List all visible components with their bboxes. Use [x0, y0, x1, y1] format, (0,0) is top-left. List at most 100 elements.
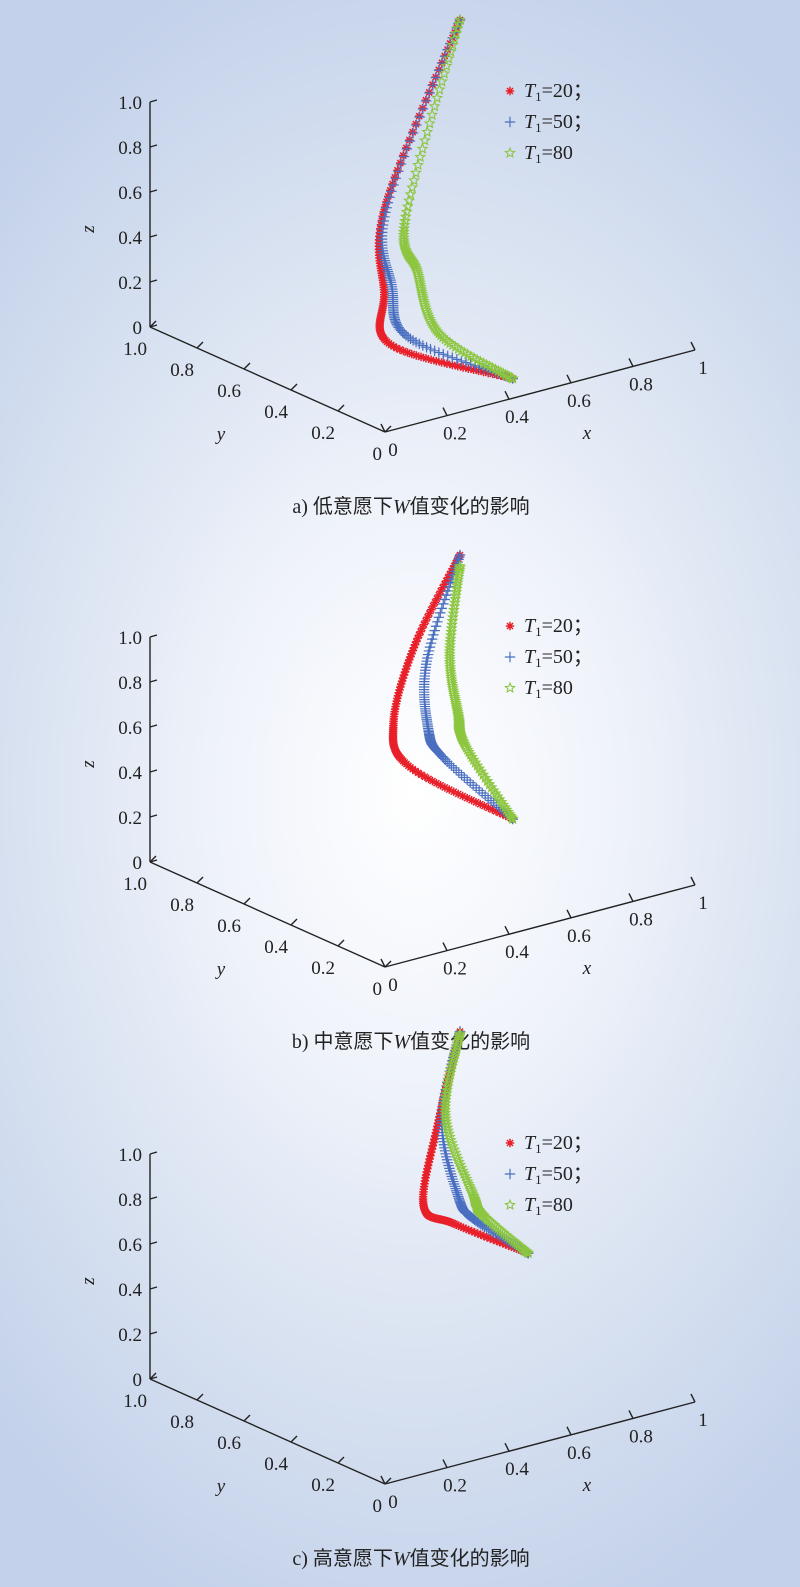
- data-point: [458, 791, 467, 801]
- data-point: [437, 358, 446, 367]
- z-tick: [149, 1331, 158, 1335]
- data-point: [440, 1118, 453, 1130]
- data-point: [464, 364, 473, 373]
- legend-entry: T1=80: [524, 677, 573, 701]
- x-tick-label: 0.4: [505, 1459, 529, 1480]
- data-point: [407, 649, 416, 658]
- z-tick-label: 0.4: [118, 228, 142, 249]
- data-point: [454, 551, 465, 563]
- data-point: [382, 197, 394, 208]
- y-axis-label: y: [215, 959, 226, 980]
- y-tick-label: 0.2: [311, 1475, 335, 1496]
- data-point: [448, 762, 459, 774]
- z-tick-label: 0.8: [118, 138, 142, 159]
- data-point: [498, 1239, 507, 1248]
- data-point: [423, 613, 432, 622]
- data-point: [456, 1222, 466, 1231]
- y-tick: [337, 1456, 345, 1464]
- data-point: [397, 676, 407, 686]
- y-tick-label: 0.6: [217, 381, 241, 402]
- data-point: [430, 1131, 440, 1141]
- data-point: [404, 135, 416, 147]
- legend-marker: [504, 1198, 516, 1211]
- y-tick-label: 0: [373, 1496, 383, 1517]
- data-point: [446, 618, 458, 630]
- data-point: [485, 1225, 497, 1237]
- data-point: [473, 785, 485, 796]
- data-point: [384, 272, 396, 284]
- data-point: [462, 774, 473, 786]
- z-tick-label: 1.0: [118, 628, 142, 649]
- z-tick: [149, 724, 158, 728]
- z-tick-label: 0.6: [118, 1235, 142, 1256]
- data-point: [406, 181, 419, 193]
- data-point: [489, 787, 502, 799]
- data-point: [448, 1178, 460, 1190]
- data-point: [411, 119, 422, 131]
- data-point: [442, 576, 451, 586]
- data-point: [451, 579, 464, 591]
- y-tick-label: 0.2: [311, 423, 335, 444]
- data-point: [382, 197, 391, 207]
- data-point: [467, 795, 476, 805]
- data-point: [430, 72, 442, 83]
- z-tick: [149, 1286, 158, 1290]
- data-point: [414, 150, 427, 163]
- data-point: [436, 781, 445, 790]
- data-point: [471, 759, 484, 771]
- data-point: [444, 632, 457, 644]
- data-point: [491, 790, 504, 802]
- data-point: [432, 616, 443, 627]
- y-tick-label: 0.6: [217, 916, 241, 937]
- z-tick-label: 0.8: [118, 1190, 142, 1211]
- data-point: [450, 582, 463, 594]
- data-point: [453, 789, 463, 799]
- x-axis-line: [384, 349, 696, 433]
- x-tick-label: 0.2: [443, 959, 467, 980]
- data-point: [397, 234, 410, 246]
- data-point: [444, 635, 457, 648]
- data-point: [426, 633, 438, 645]
- data-point: [432, 356, 441, 366]
- data-point: [395, 685, 404, 695]
- data-point: [446, 38, 459, 51]
- data-point: [439, 1097, 452, 1109]
- figure-caption: a) 低意愿下W值变化的影响: [292, 495, 529, 518]
- data-point: [449, 1181, 461, 1192]
- data-point: [495, 795, 508, 808]
- data-point: [414, 111, 425, 123]
- data-point: [492, 1236, 501, 1246]
- x-tick: [690, 1393, 696, 1403]
- data-point: [433, 65, 445, 76]
- data-point: [420, 772, 430, 782]
- y-tick: [337, 939, 345, 947]
- data-point: [489, 1235, 498, 1244]
- data-point: [464, 777, 476, 788]
- y-tick: [290, 383, 298, 391]
- data-point: [435, 1109, 445, 1118]
- x-tick-label: 0.2: [443, 1476, 467, 1497]
- legend-entry: T1=80: [524, 142, 573, 166]
- z-axis-label: z: [78, 225, 99, 234]
- data-point: [462, 793, 472, 803]
- data-point: [451, 1187, 463, 1198]
- x-axis-line: [384, 884, 696, 968]
- data-point: [473, 762, 486, 774]
- legend-entry: T1=80: [524, 1194, 573, 1218]
- data-point: [399, 346, 408, 356]
- z-tick: [149, 679, 158, 683]
- y-tick: [149, 1372, 157, 1380]
- data-point: [394, 688, 403, 697]
- data-point: [396, 158, 405, 168]
- data-point: [456, 769, 467, 781]
- data-point: [482, 1233, 492, 1242]
- legend-marker: [505, 86, 515, 96]
- x-tick: [566, 1426, 572, 1436]
- data-point: [450, 1183, 461, 1194]
- data-point: [403, 348, 412, 357]
- data-point: [446, 611, 459, 623]
- series-T1=80: [439, 1027, 535, 1259]
- data-point: [421, 95, 432, 107]
- data-point: [467, 780, 479, 791]
- z-tick: [149, 769, 158, 773]
